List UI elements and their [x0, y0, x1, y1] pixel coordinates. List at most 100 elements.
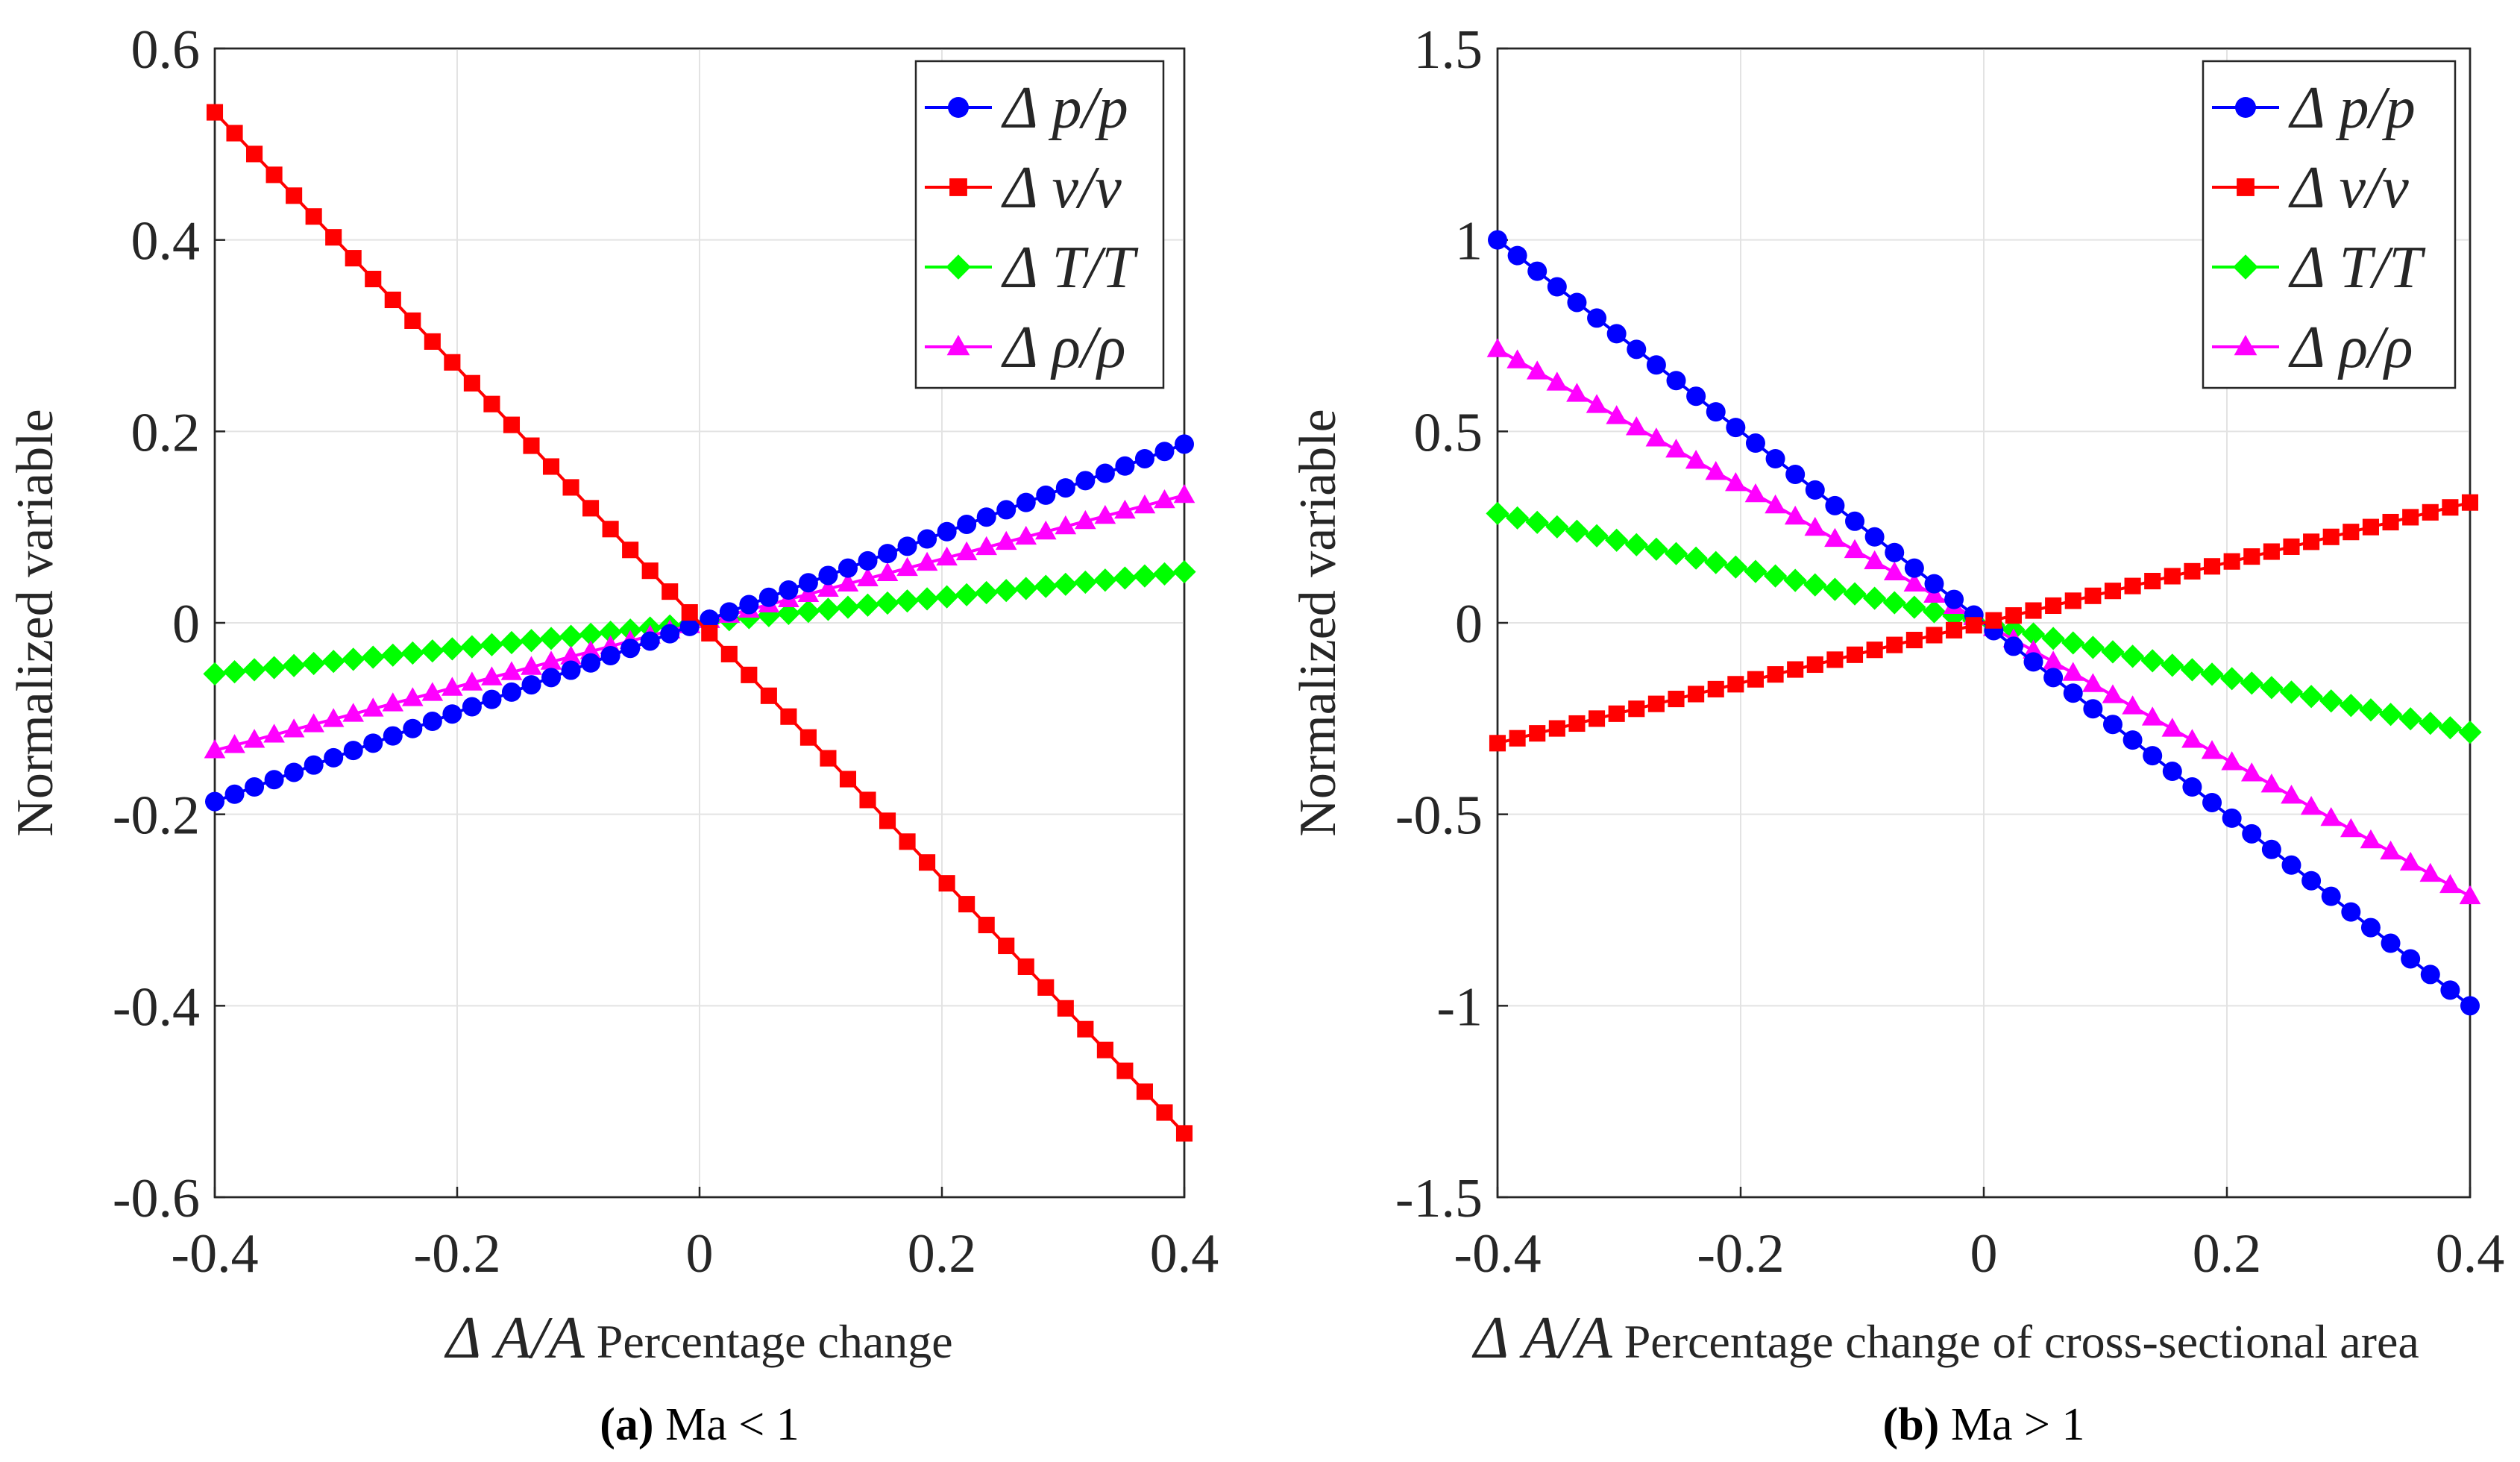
data-point: [1586, 394, 1608, 413]
x-tick-label: -0.4: [1454, 1223, 1541, 1284]
data-point: [2303, 533, 2320, 550]
data-point: [2101, 640, 2125, 664]
data-point: [817, 577, 839, 597]
data-point: [1055, 478, 1075, 498]
series-circle-line: [205, 434, 1194, 812]
data-point: [2180, 658, 2205, 682]
data-point: [1489, 735, 1506, 752]
data-point: [836, 595, 860, 619]
data-point: [2279, 680, 2304, 704]
data-point: [1133, 564, 1157, 588]
legend-label: Δ v/v: [2288, 155, 2409, 221]
data-point: [303, 713, 324, 732]
data-point: [1093, 568, 1117, 592]
x-tick-label: 0: [686, 1223, 714, 1284]
series-diamond-line: [1486, 501, 2482, 744]
legend-marker-square: [949, 178, 967, 196]
data-point: [758, 587, 779, 607]
data-point: [2398, 707, 2422, 731]
data-point: [480, 633, 504, 656]
data-point: [1034, 520, 1057, 540]
data-point: [1845, 511, 1865, 531]
data-point: [916, 551, 938, 571]
data-point: [321, 650, 345, 674]
data-point: [2263, 543, 2280, 560]
data-point: [246, 145, 263, 163]
data-point: [2201, 740, 2223, 759]
data-point: [204, 739, 226, 759]
data-point: [523, 437, 540, 454]
data-point: [286, 187, 303, 204]
data-point: [2104, 583, 2122, 600]
data-point: [2120, 644, 2145, 668]
data-point: [2438, 716, 2462, 740]
data-point: [1075, 509, 1096, 530]
data-point: [2162, 762, 2182, 782]
data-point: [462, 697, 482, 717]
legend-marker-circle: [2235, 97, 2256, 118]
data-point: [2321, 886, 2341, 906]
data-point: [2081, 636, 2105, 659]
data-point: [1525, 510, 1549, 534]
data-point: [2045, 597, 2062, 615]
data-point: [2283, 538, 2300, 555]
x-axis-label: Δ A/A Percentage change: [444, 1305, 952, 1371]
data-point: [1685, 450, 1707, 469]
data-point: [1585, 524, 1609, 548]
data-point: [460, 635, 484, 659]
data-point: [1705, 461, 1727, 480]
panel-caption: (a) Ma < 1: [600, 1399, 799, 1450]
data-point: [837, 572, 859, 592]
data-point: [2382, 513, 2399, 531]
x-tick-label: 0.4: [1150, 1223, 1219, 1284]
data-point: [365, 271, 382, 288]
data-point: [400, 641, 424, 665]
data-point: [1077, 1020, 1094, 1038]
data-point: [2299, 685, 2323, 709]
data-point: [2359, 698, 2383, 722]
data-point: [2439, 873, 2461, 894]
x-axis-symbol: Δ A/A: [1471, 1305, 1613, 1371]
data-point: [562, 479, 579, 496]
data-point: [403, 718, 423, 738]
data-point: [818, 565, 838, 586]
data-point: [975, 580, 999, 605]
data-point: [602, 521, 619, 538]
data-point: [383, 726, 403, 746]
y-axis-label: Normalized variable: [7, 409, 64, 836]
data-point: [2378, 703, 2403, 727]
panel-caption: (b) Ma > 1: [1883, 1399, 2085, 1450]
data-point: [2023, 652, 2043, 672]
data-point: [2083, 699, 2103, 719]
data-point: [2122, 695, 2143, 715]
data-point: [779, 580, 799, 600]
data-point: [919, 854, 936, 871]
data-point: [1725, 471, 1747, 492]
data-point: [1488, 230, 1507, 250]
data-point: [2221, 751, 2243, 771]
data-point: [1944, 589, 1964, 609]
data-point: [839, 771, 857, 788]
data-point: [2122, 730, 2143, 750]
data-point: [1724, 555, 1747, 579]
data-point: [224, 734, 245, 753]
data-point: [1055, 515, 1077, 535]
data-point: [1506, 506, 1530, 530]
data-point: [1843, 582, 1867, 606]
data-point: [1864, 550, 1885, 570]
data-point: [1783, 568, 1807, 592]
legend: Δ p/p Δ v/v Δ T/T Δ ρ/ρ: [914, 60, 1165, 389]
data-point: [243, 729, 265, 748]
legend-marker-diamond: [946, 254, 971, 280]
data-point: [2200, 662, 2224, 686]
series-square-line: [206, 104, 1193, 1142]
data-point: [1154, 489, 1175, 509]
data-point: [205, 791, 224, 812]
data-point: [2102, 684, 2124, 703]
data-point: [1566, 383, 1588, 402]
data-point: [857, 567, 879, 587]
data-point: [1647, 695, 1665, 712]
data-point: [2281, 785, 2302, 804]
data-point: [1846, 646, 1864, 663]
